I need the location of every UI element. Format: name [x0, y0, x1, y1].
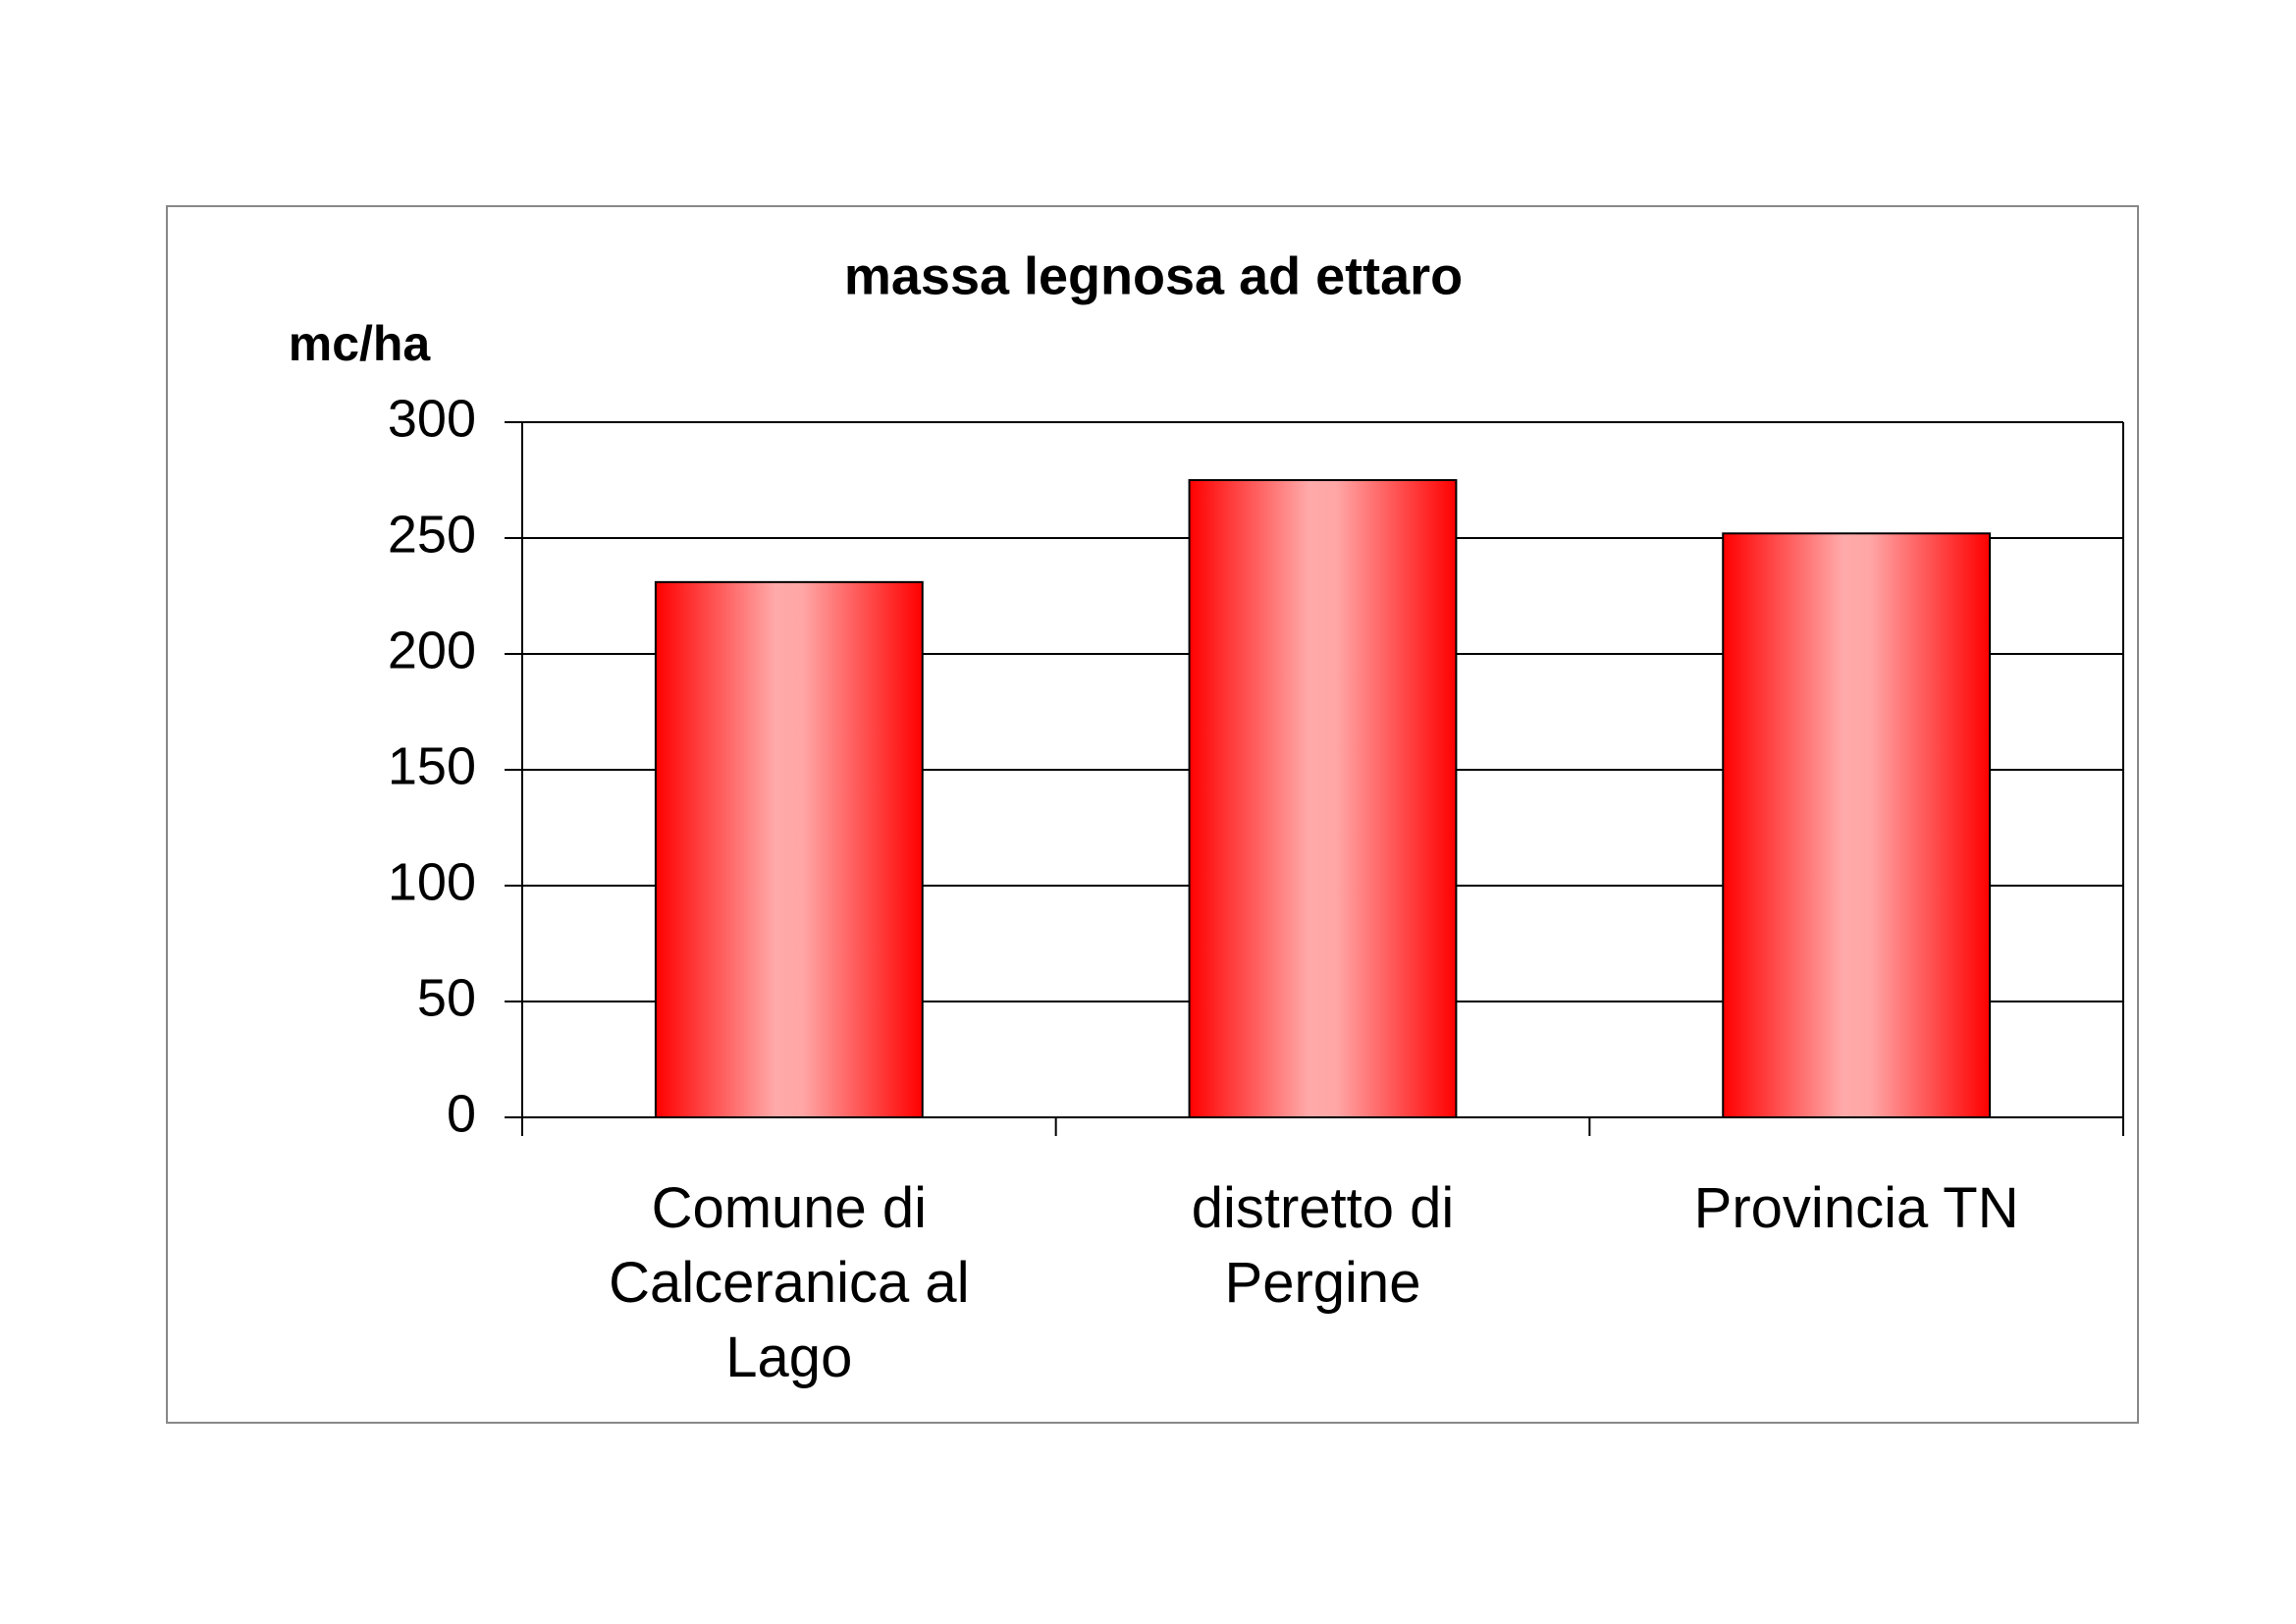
y-tick-label: 0 [447, 1084, 476, 1143]
chart-title: massa legnosa ad ettaro [844, 246, 1463, 305]
chart-frame [166, 205, 2139, 1424]
y-tick-label: 300 [388, 389, 476, 448]
bar [654, 580, 924, 1118]
y-tick-label: 50 [417, 968, 476, 1027]
y-axis-label: mc/ha [289, 316, 432, 371]
y-tick-label: 200 [388, 621, 476, 679]
bar [1188, 479, 1458, 1118]
y-tick-label: 100 [388, 852, 476, 911]
x-tick-label: Comune di Calceranica al Lago [609, 1176, 970, 1389]
x-tick-label: distretto di Pergine [1191, 1176, 1455, 1315]
x-tick-label: Provincia TN [1693, 1176, 2019, 1240]
bar [1722, 532, 1992, 1118]
y-tick-label: 150 [388, 736, 476, 795]
y-tick-label: 250 [388, 505, 476, 564]
